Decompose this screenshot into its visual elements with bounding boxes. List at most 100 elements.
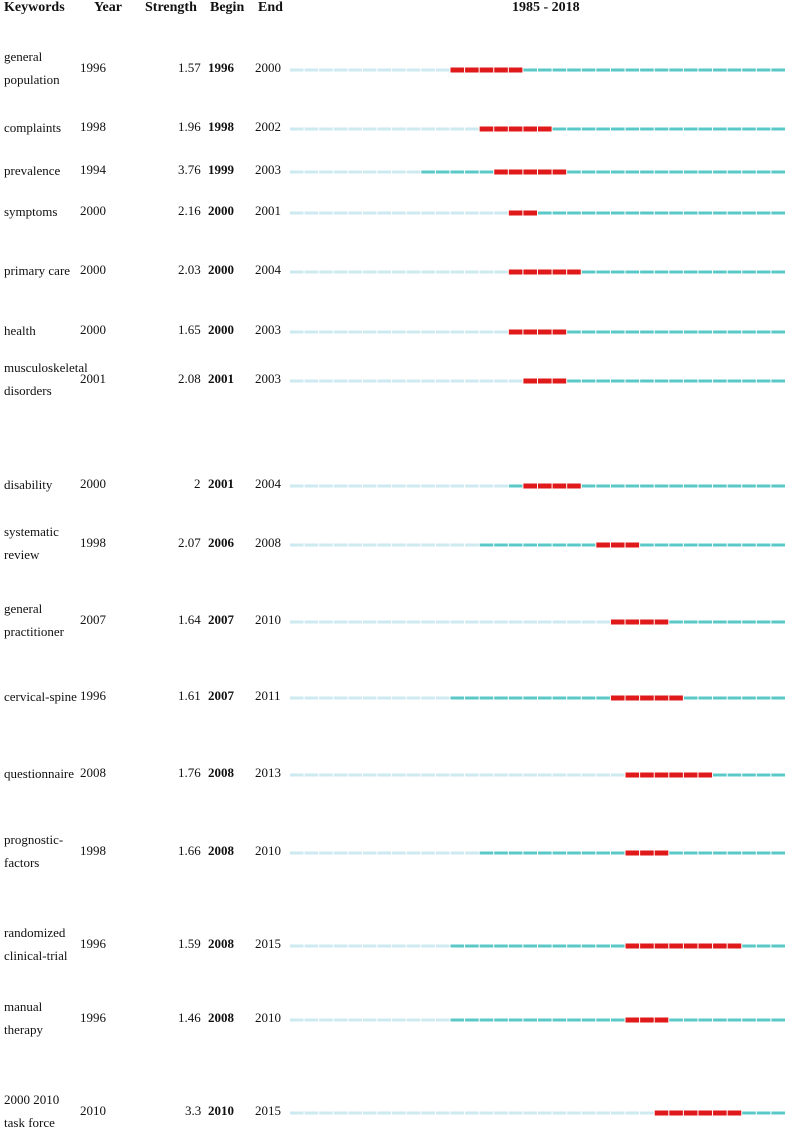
inactive-segment bbox=[479, 211, 494, 215]
active-segment bbox=[727, 484, 742, 488]
end-value: 2010 bbox=[255, 612, 281, 627]
inactive-segment bbox=[362, 270, 377, 274]
active-segment bbox=[450, 944, 465, 948]
active-segment bbox=[698, 851, 713, 855]
inactive-segment bbox=[392, 851, 406, 855]
active-segment bbox=[523, 696, 537, 700]
active-segment bbox=[494, 944, 508, 948]
active-segment bbox=[596, 1018, 610, 1022]
burst-segment bbox=[640, 695, 654, 701]
active-segment bbox=[450, 170, 465, 174]
inactive-segment bbox=[421, 270, 435, 274]
active-segment bbox=[494, 543, 508, 547]
burst-segment bbox=[654, 695, 669, 701]
inactive-segment bbox=[304, 851, 319, 855]
active-segment bbox=[756, 620, 771, 624]
active-segment bbox=[771, 944, 785, 948]
active-segment bbox=[756, 543, 771, 547]
burst-segment bbox=[479, 67, 494, 73]
active-segment bbox=[610, 211, 625, 215]
header-keywords: Keywords bbox=[4, 0, 65, 15]
year-value: 1996 bbox=[80, 688, 106, 703]
burst-segment bbox=[713, 943, 727, 949]
active-segment bbox=[742, 1111, 756, 1115]
burst-segment bbox=[552, 329, 567, 335]
active-segment bbox=[713, 696, 727, 700]
inactive-segment bbox=[304, 127, 319, 131]
burst-segment bbox=[552, 483, 567, 489]
active-segment bbox=[771, 543, 785, 547]
burst-segment bbox=[523, 269, 537, 275]
strength-value: 2.03 bbox=[178, 262, 201, 277]
inactive-segment bbox=[377, 211, 392, 215]
inactive-segment bbox=[392, 68, 406, 72]
active-segment bbox=[756, 68, 771, 72]
inactive-segment bbox=[319, 211, 333, 215]
active-segment bbox=[523, 543, 537, 547]
burst-segment bbox=[465, 67, 479, 73]
strength-value: 1.96 bbox=[178, 119, 201, 134]
active-segment bbox=[742, 696, 756, 700]
inactive-segment bbox=[538, 620, 552, 624]
inactive-segment bbox=[377, 620, 392, 624]
inactive-segment bbox=[362, 696, 377, 700]
burst-segment bbox=[494, 126, 508, 132]
active-segment bbox=[727, 270, 742, 274]
active-segment bbox=[727, 170, 742, 174]
inactive-segment bbox=[319, 620, 333, 624]
burst-segment bbox=[508, 329, 523, 335]
begin-value: 2007 bbox=[208, 612, 234, 627]
active-segment bbox=[610, 484, 625, 488]
active-segment bbox=[523, 944, 537, 948]
active-segment bbox=[713, 379, 727, 383]
inactive-segment bbox=[333, 330, 348, 334]
burst-segment bbox=[625, 542, 640, 548]
active-segment bbox=[640, 170, 654, 174]
active-segment bbox=[421, 170, 435, 174]
inactive-segment bbox=[377, 484, 392, 488]
inactive-segment bbox=[333, 270, 348, 274]
active-segment bbox=[567, 379, 581, 383]
inactive-segment bbox=[319, 127, 333, 131]
inactive-segment bbox=[421, 127, 435, 131]
active-segment bbox=[756, 851, 771, 855]
inactive-segment bbox=[435, 944, 450, 948]
begin-value: 2000 bbox=[208, 203, 234, 218]
active-segment bbox=[610, 944, 625, 948]
inactive-segment bbox=[450, 1111, 465, 1115]
inactive-segment bbox=[348, 944, 362, 948]
inactive-segment bbox=[333, 1111, 348, 1115]
inactive-segment bbox=[304, 211, 319, 215]
inactive-segment bbox=[523, 773, 537, 777]
active-segment bbox=[669, 170, 683, 174]
active-segment bbox=[771, 330, 785, 334]
inactive-segment bbox=[450, 851, 465, 855]
inactive-segment bbox=[465, 127, 479, 131]
inactive-segment bbox=[362, 543, 377, 547]
strength-value: 1.59 bbox=[178, 936, 201, 951]
inactive-segment bbox=[319, 484, 333, 488]
end-value: 2003 bbox=[255, 371, 281, 386]
active-segment bbox=[596, 944, 610, 948]
active-segment bbox=[654, 379, 669, 383]
burst-segment bbox=[654, 1017, 669, 1023]
active-segment bbox=[727, 211, 742, 215]
inactive-segment bbox=[377, 170, 392, 174]
inactive-segment bbox=[508, 620, 523, 624]
year-value: 1996 bbox=[80, 1010, 106, 1025]
active-segment bbox=[479, 1018, 494, 1022]
inactive-segment bbox=[581, 620, 596, 624]
active-segment bbox=[713, 543, 727, 547]
active-segment bbox=[640, 330, 654, 334]
active-segment bbox=[567, 170, 581, 174]
active-segment bbox=[713, 620, 727, 624]
active-segment bbox=[610, 851, 625, 855]
inactive-segment bbox=[450, 270, 465, 274]
active-segment bbox=[465, 944, 479, 948]
inactive-segment bbox=[596, 773, 610, 777]
inactive-segment bbox=[450, 127, 465, 131]
active-segment bbox=[698, 484, 713, 488]
burst-segment bbox=[625, 772, 640, 778]
inactive-segment bbox=[421, 543, 435, 547]
active-segment bbox=[756, 270, 771, 274]
